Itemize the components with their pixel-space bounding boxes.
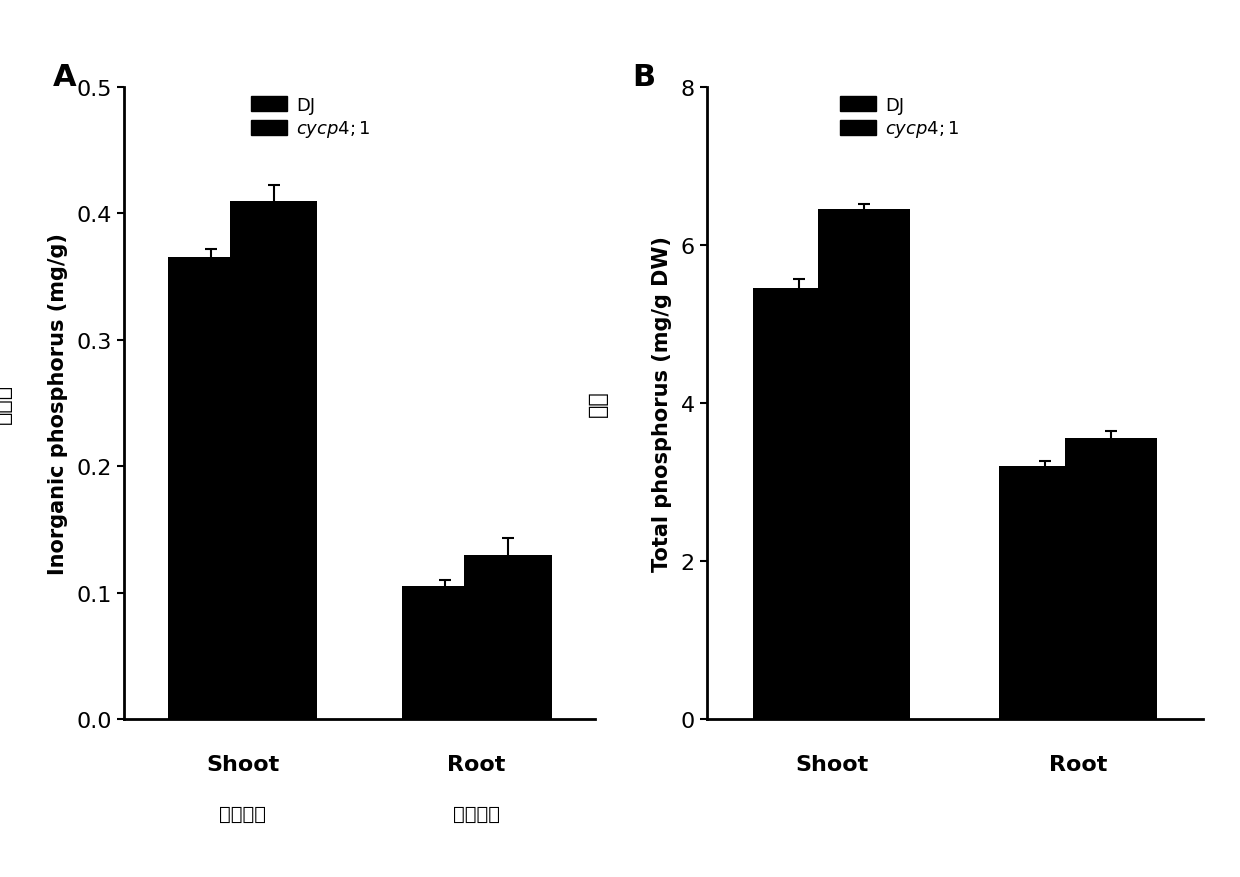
Legend: DJ, $cycp4;1$: DJ, $cycp4;1$: [250, 96, 371, 140]
Legend: DJ, $cycp4;1$: DJ, $cycp4;1$: [839, 96, 960, 140]
Text: 无机磷: 无机磷: [0, 383, 11, 424]
Text: A: A: [53, 62, 77, 91]
Bar: [1065, 439, 1157, 719]
Text: Root: Root: [448, 754, 506, 774]
Text: 地上部分: 地上部分: [219, 804, 267, 824]
Y-axis label: Total phosphorus (mg/g DW): Total phosphorus (mg/g DW): [652, 236, 672, 571]
Text: Root: Root: [1049, 754, 1107, 774]
Bar: [167, 258, 255, 719]
Bar: [464, 555, 552, 719]
Bar: [402, 587, 489, 719]
Y-axis label: Inorganic phosphorus (mg/g): Inorganic phosphorus (mg/g): [48, 232, 68, 574]
Text: Shoot: Shoot: [206, 754, 279, 774]
Bar: [753, 289, 844, 719]
Text: B: B: [632, 62, 656, 91]
Text: 地下部分: 地下部分: [453, 804, 500, 824]
Bar: [999, 467, 1091, 719]
Text: Shoot: Shoot: [795, 754, 868, 774]
Text: 总磷: 总磷: [588, 390, 608, 417]
Bar: [818, 210, 910, 719]
Bar: [231, 202, 317, 719]
